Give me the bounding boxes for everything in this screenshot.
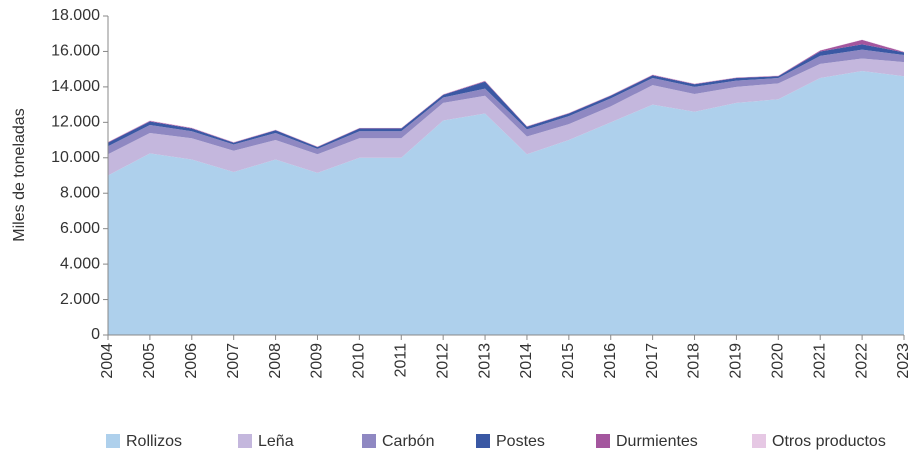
legend-swatch	[752, 434, 766, 448]
y-tick-label: 2.000	[60, 291, 100, 308]
x-tick-label: 2017	[644, 343, 661, 379]
y-tick-label: 0	[91, 326, 100, 343]
y-axis-label: Miles de toneladas	[11, 108, 28, 241]
x-tick-label: 2018	[686, 343, 703, 379]
x-tick-label: 2023	[895, 343, 912, 379]
y-tick-label: 14.000	[51, 78, 100, 95]
legend-swatch	[596, 434, 610, 448]
area	[108, 44, 904, 149]
legend-label: Rollizos	[126, 433, 182, 450]
legend-label: Postes	[496, 433, 545, 450]
legend-label: Otros productos	[772, 433, 886, 450]
x-tick-label: 2006	[183, 343, 200, 379]
y-tick-label: 18.000	[51, 7, 100, 24]
y-tick-label: 6.000	[60, 220, 100, 237]
x-tick-label: 2004	[99, 343, 116, 379]
y-tick-label: 4.000	[60, 255, 100, 272]
legend-label: Carbón	[382, 433, 434, 450]
x-tick-label: 2007	[225, 343, 242, 379]
x-tick-label: 2011	[392, 343, 409, 378]
area	[108, 58, 904, 176]
y-tick-label: 16.000	[51, 43, 100, 60]
x-tick-label: 2005	[141, 343, 158, 379]
x-tick-label: 2015	[560, 343, 577, 379]
x-tick-label: 2020	[770, 343, 787, 379]
legend-swatch	[476, 434, 490, 448]
y-tick-label: 8.000	[60, 184, 100, 201]
x-tick-label: 2008	[267, 343, 284, 379]
legend-label: Leña	[258, 433, 294, 450]
y-tick-label: 10.000	[51, 149, 100, 166]
x-tick-label: 2014	[518, 343, 535, 379]
x-tick-label: 2009	[309, 343, 326, 379]
area	[108, 70, 904, 335]
legend-label: Durmientes	[616, 433, 698, 450]
area	[108, 49, 904, 155]
legend-swatch	[238, 434, 252, 448]
x-tick-label: 2021	[811, 343, 828, 379]
x-tick-label: 2012	[434, 343, 451, 379]
legend-swatch	[362, 434, 376, 448]
x-tick-label: 2013	[476, 343, 493, 379]
x-tick-label: 2010	[351, 343, 368, 379]
area	[108, 39, 904, 148]
x-tick-label: 2019	[728, 343, 745, 379]
legend-swatch	[106, 434, 120, 448]
x-tick-label: 2016	[602, 343, 619, 379]
y-tick-label: 12.000	[51, 114, 100, 131]
x-tick-label: 2022	[853, 343, 870, 379]
